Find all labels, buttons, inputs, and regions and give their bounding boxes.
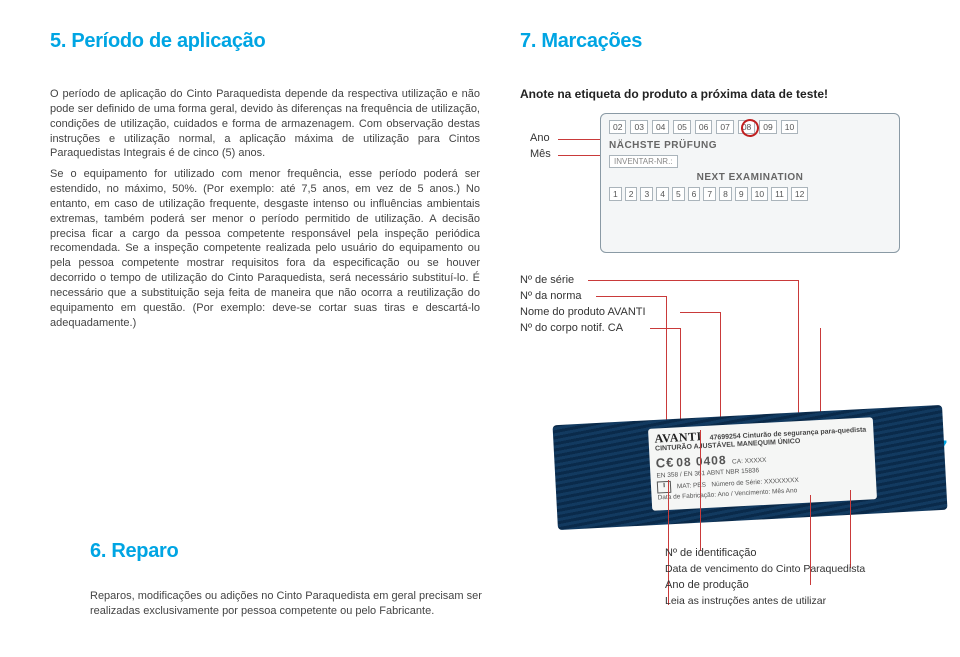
label-months-row: 123456789101112 — [609, 187, 891, 201]
section-7-notice: Anote na etiqueta do produto a próxima d… — [520, 87, 920, 101]
strap-serial: Número de Série: XXXXXXXX — [711, 477, 799, 489]
label-year-cell: 09 — [759, 120, 776, 134]
strap-ca: CA: XXXXX — [732, 457, 767, 466]
annot-id: Nº de identificação — [665, 545, 925, 562]
label-year-cell: 10 — [781, 120, 798, 134]
label-month-cell: 6 — [688, 187, 701, 201]
annot-ano-prod: Ano de produção — [665, 577, 925, 594]
annot-ano: Ano — [530, 132, 550, 144]
label-year-cell: 03 — [630, 120, 647, 134]
leader-line — [558, 155, 606, 156]
inspection-label-card: 02 03 04 05 06 07 08 09 10 NÄCHSTE PRÜFUNG INVEN… — [600, 113, 900, 253]
label-month-cell: 7 — [703, 187, 716, 201]
section-6: 6. Reparo Reparos, modificações ou adiçõ… — [90, 540, 490, 625]
label-years-row: 02 03 04 05 06 07 08 09 10 — [609, 120, 891, 134]
annot-instr: Leia as instruções antes de utilizar — [665, 594, 925, 610]
ce-code: 08 0408 — [676, 453, 727, 470]
label-year-cell: 08 — [738, 120, 755, 134]
label-year-cell: 04 — [652, 120, 669, 134]
label-month-cell: 3 — [640, 187, 653, 201]
annot-venc: Data de vencimento do Cinto Paraquedista — [665, 562, 925, 578]
section-6-heading: 6. Reparo — [90, 540, 490, 563]
ce-mark-icon: C€ — [655, 455, 674, 470]
section-5-para-2: Se o equipamento for utilizado com menor… — [50, 167, 480, 330]
section-7: 7. Marcações Anote na etiqueta do produt… — [520, 30, 920, 253]
section-5: 5. Período de aplicação O período de apl… — [50, 30, 480, 337]
leader-line — [650, 328, 680, 329]
label-month-cell: 1 — [609, 187, 622, 201]
section-5-para-1: O período de aplicação do Cinto Paraqued… — [50, 87, 480, 161]
annot-mes: Mês — [530, 148, 551, 160]
annot-ca: Nº do corpo notif. CA — [520, 322, 623, 334]
section-7-heading: 7. Marcações — [520, 30, 920, 53]
label-month-cell: 12 — [791, 187, 808, 201]
label-year-cell: 07 — [716, 120, 733, 134]
label-year-cell: 02 — [609, 120, 626, 134]
label-de-text: NÄCHSTE PRÜFUNG — [609, 140, 717, 151]
label-inventar: INVENTAR-NR.: — [609, 155, 678, 168]
label-month-cell: 5 — [672, 187, 685, 201]
leader-line — [588, 280, 798, 281]
label-next-exam: NEXT EXAMINATION — [609, 172, 891, 183]
label-year-cell: 06 — [695, 120, 712, 134]
page: 5. Período de aplicação O período de apl… — [0, 0, 960, 657]
label-month-cell: 4 — [656, 187, 669, 201]
annot-serie: Nº de série — [520, 274, 574, 286]
section-5-heading: 5. Período de aplicação — [50, 30, 480, 53]
strap-photo: AVANTI 47699254 Cinturão de segurança pa… — [555, 415, 945, 520]
label-month-cell: 11 — [771, 187, 788, 201]
label-month-cell: 2 — [625, 187, 638, 201]
annot-produto: Nome do produto AVANTI — [520, 306, 646, 318]
leader-line — [596, 296, 666, 297]
leader-line — [680, 312, 720, 313]
label-month-cell: 10 — [751, 187, 768, 201]
annot-norma: Nº da norma — [520, 290, 582, 302]
label-month-cell: 9 — [735, 187, 748, 201]
label-year-cell: 05 — [673, 120, 690, 134]
label-month-cell: 8 — [719, 187, 732, 201]
strap-mat: MAT: PES — [677, 482, 706, 491]
strap-product-label: AVANTI 47699254 Cinturão de segurança pa… — [648, 417, 877, 511]
strap-annotations: Nº de identificação Data de vencimento d… — [665, 545, 925, 610]
leader-line — [558, 139, 606, 140]
manual-icon — [657, 481, 672, 494]
section-6-para: Reparos, modificações ou adições no Cint… — [90, 589, 490, 619]
leader-line — [700, 430, 701, 550]
